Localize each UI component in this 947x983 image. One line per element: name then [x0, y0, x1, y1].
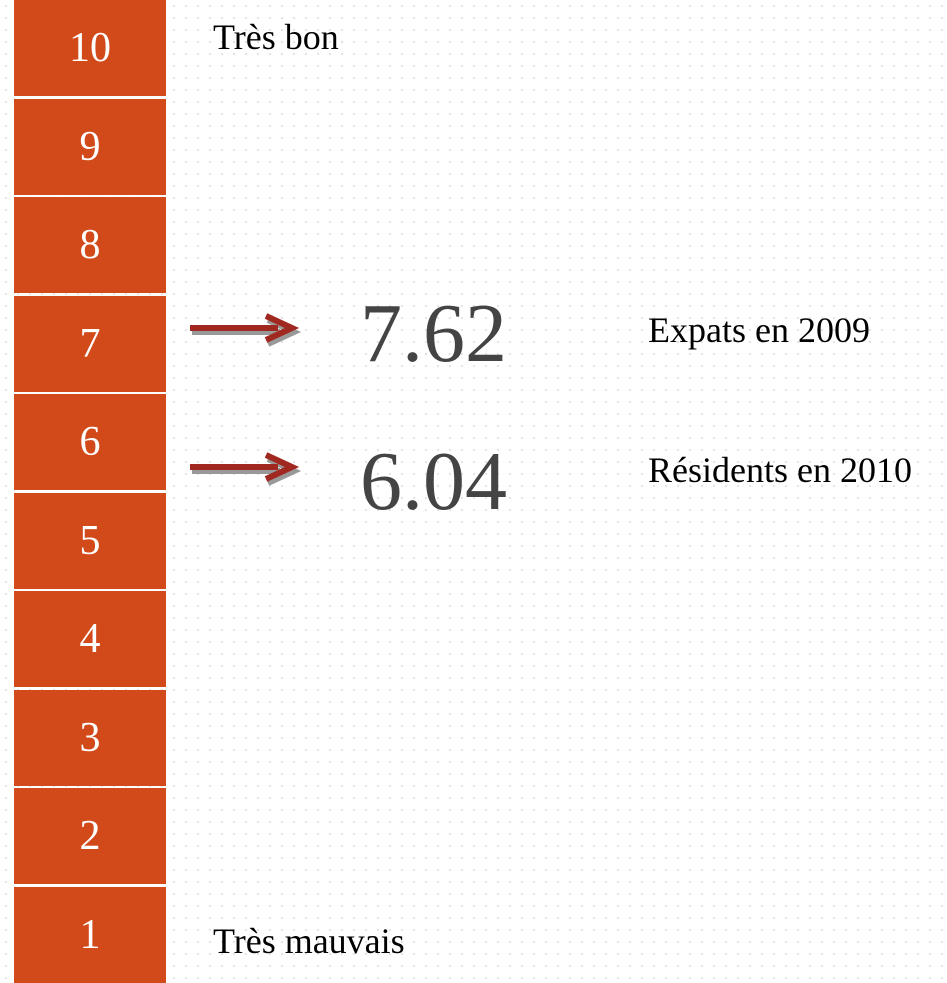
arrow [190, 313, 302, 347]
arrow [190, 452, 302, 486]
scale-level: 8 [14, 197, 166, 293]
scale-level: 2 [14, 788, 166, 884]
scale-level: 6 [14, 394, 166, 490]
result-label: Expats en 2009 [648, 310, 870, 350]
scale-level: 7 [14, 295, 166, 392]
scale-level: 3 [14, 689, 166, 786]
scale-level: 9 [14, 98, 166, 195]
bottom-label: Très mauvais [213, 921, 405, 961]
result-value: 7.62 [360, 287, 507, 380]
result-value: 6.04 [360, 435, 507, 528]
result-label: Résidents en 2010 [648, 450, 912, 490]
scale-level: 5 [14, 492, 166, 589]
scale-level: 10 [14, 0, 166, 96]
scale-level: 1 [14, 886, 166, 983]
top-label: Très bon [213, 17, 339, 57]
scale-level: 4 [14, 591, 166, 687]
